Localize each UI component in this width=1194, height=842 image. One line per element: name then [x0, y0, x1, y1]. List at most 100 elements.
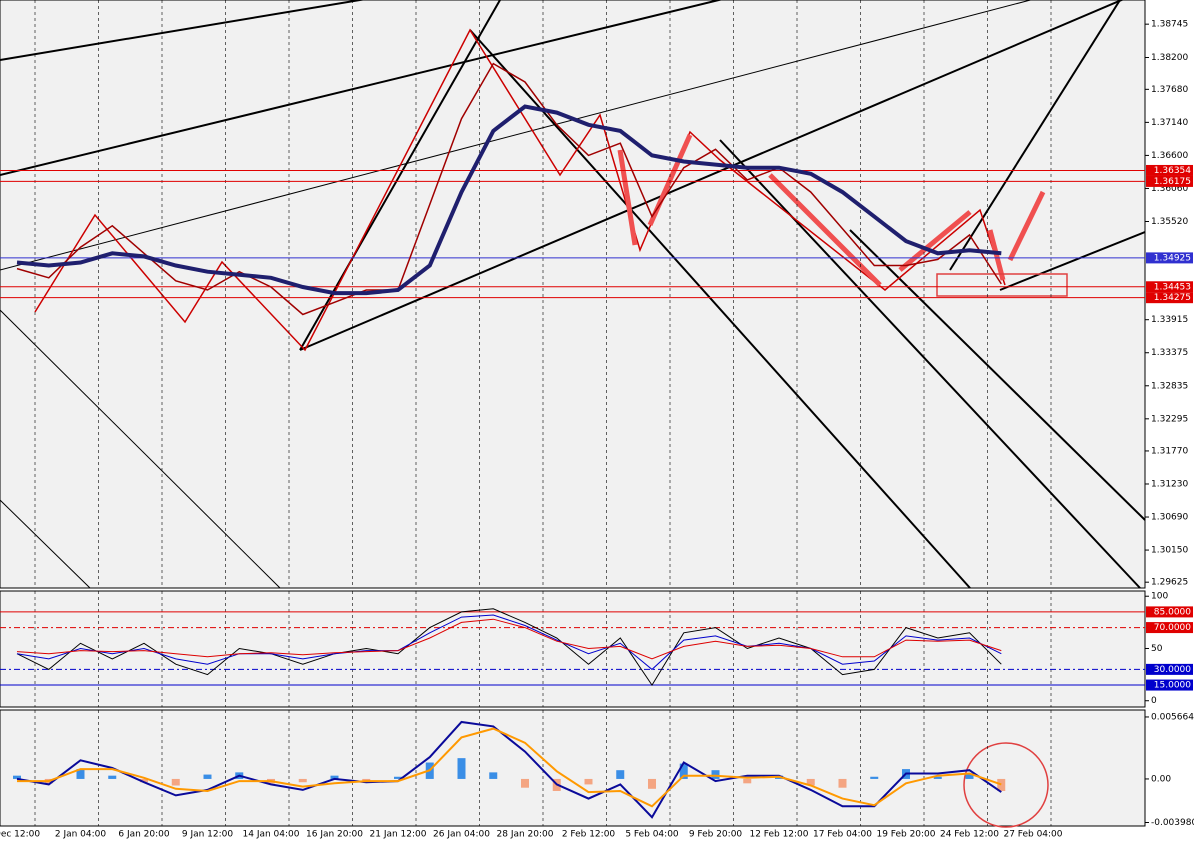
highlight-box	[936, 273, 1068, 297]
histogram-bar	[362, 778, 371, 782]
histogram-bar	[743, 778, 752, 784]
trend-line	[999, 231, 1146, 291]
y-tick-label: 1.30150	[1151, 546, 1188, 556]
y-tick-label: 0	[1151, 696, 1157, 706]
y-tick-label: 1.31230	[1151, 479, 1188, 489]
x-tick-label: 19 Feb 20:00	[876, 830, 935, 840]
level-label: 1.34453	[1154, 282, 1191, 292]
y-tick-label: 1.31770	[1151, 446, 1188, 456]
series-line	[16, 608, 1002, 687]
level-label: 70.0000	[1154, 623, 1191, 633]
arrow	[617, 149, 638, 246]
histogram-bar	[616, 770, 625, 779]
x-tick-label: 27 Feb 04:00	[1003, 830, 1062, 840]
level-label: 1.34275	[1154, 293, 1191, 303]
x-tick-label: 9 Jan 12:00	[182, 830, 234, 840]
y-tick-label: 0.005664	[1151, 712, 1194, 722]
level-label-box	[1146, 164, 1193, 176]
histogram-bar	[648, 778, 656, 789]
histogram-bar	[711, 770, 720, 779]
histogram-bar	[298, 778, 307, 783]
series-line	[16, 62, 1002, 316]
level-label-box	[1146, 622, 1193, 634]
arrow	[898, 210, 972, 272]
y-tick-label: 100	[1151, 592, 1168, 602]
y-tick-label: 1.38745	[1151, 20, 1188, 30]
y-tick-label: 1.37680	[1151, 85, 1188, 95]
histogram-bar	[870, 776, 879, 779]
y-tick-label: 1.38200	[1151, 53, 1188, 63]
x-tick-label: 5 Feb 04:00	[625, 830, 679, 840]
y-tick-label: 1.32835	[1151, 381, 1188, 391]
trend-line	[0, 0, 367, 61]
arrow	[768, 173, 882, 287]
level-label: 1.36175	[1154, 177, 1191, 187]
series-line	[16, 720, 1002, 819]
x-tick-label: 14 Jan 04:00	[243, 830, 300, 840]
oscillator-panel	[0, 590, 1146, 708]
level-label: 1.36354	[1154, 166, 1191, 176]
x-tick-label: 2 Jan 04:00	[55, 830, 107, 840]
price-panel	[0, 0, 1146, 589]
histogram-bar	[997, 778, 1006, 791]
zigzag	[34, 28, 1006, 352]
histogram-bar	[965, 773, 974, 779]
channel-line	[469, 29, 971, 589]
trend-line	[0, 0, 724, 176]
level-label-box	[1146, 281, 1193, 293]
x-tick-label: 2 Feb 12:00	[562, 830, 616, 840]
histogram-bar	[489, 772, 498, 779]
series-line	[16, 104, 1002, 296]
highlight-circle	[963, 742, 1049, 828]
series-line	[16, 614, 1002, 671]
y-tick-label: 1.29625	[1151, 578, 1188, 588]
histogram-bar	[457, 758, 466, 779]
histogram-bar	[521, 778, 529, 788]
y-tick-label: 1.30690	[1151, 513, 1188, 523]
macd-panel	[0, 709, 1146, 827]
x-tick-label: 24 Feb 12:00	[940, 830, 999, 840]
level-label-box	[1146, 663, 1193, 675]
y-tick-label: 1.32295	[1151, 414, 1188, 424]
y-tick-label: 1.36060	[1151, 184, 1188, 194]
histogram-bar	[679, 763, 688, 779]
y-tick-label: 1.35520	[1151, 217, 1188, 227]
histogram-bar	[806, 778, 815, 786]
histogram-bar	[394, 776, 402, 779]
x-tick-label: 12 Feb 12:00	[749, 830, 808, 840]
channel-line	[0, 309, 281, 589]
histogram-bar	[838, 778, 847, 788]
x-tick-label: 17 Feb 04:00	[813, 830, 872, 840]
y-tick-label: 1.37140	[1151, 118, 1188, 128]
histogram-bar	[933, 776, 942, 779]
x-tick-label: Dec 12:00	[0, 830, 40, 840]
histogram-bar	[13, 775, 21, 779]
histogram-bar	[330, 775, 339, 779]
channel-line	[0, 499, 91, 589]
series-line	[16, 618, 1002, 660]
y-tick-label: -0.003980	[1151, 818, 1194, 828]
level-label-box	[1146, 292, 1193, 304]
x-tick-label: 21 Jan 12:00	[370, 830, 427, 840]
level-label: 15.0000	[1154, 681, 1191, 691]
histogram-bar	[76, 769, 85, 779]
fan-line	[949, 0, 1121, 271]
x-tick-label: 28 Jan 20:00	[497, 830, 554, 840]
level-label-box	[1146, 679, 1193, 691]
level-label: 85.0000	[1154, 607, 1191, 617]
histogram-bar	[203, 774, 212, 779]
histogram-bar	[584, 778, 593, 785]
x-tick-label: 16 Jan 20:00	[306, 830, 363, 840]
x-tick-label: 26 Jan 04:00	[433, 830, 490, 840]
histogram-bar	[140, 778, 148, 783]
level-label-box	[1146, 175, 1193, 187]
y-tick-label: 1.33915	[1151, 315, 1188, 325]
y-tick-label: 1.33375	[1151, 348, 1188, 358]
x-tick-label: 9 Feb 20:00	[689, 830, 743, 840]
level-label: 1.34925	[1154, 253, 1191, 263]
level-label: 30.0000	[1154, 665, 1191, 675]
level-label-box	[1146, 606, 1193, 618]
y-tick-label: 50	[1151, 644, 1163, 654]
series-line	[17, 727, 1002, 808]
